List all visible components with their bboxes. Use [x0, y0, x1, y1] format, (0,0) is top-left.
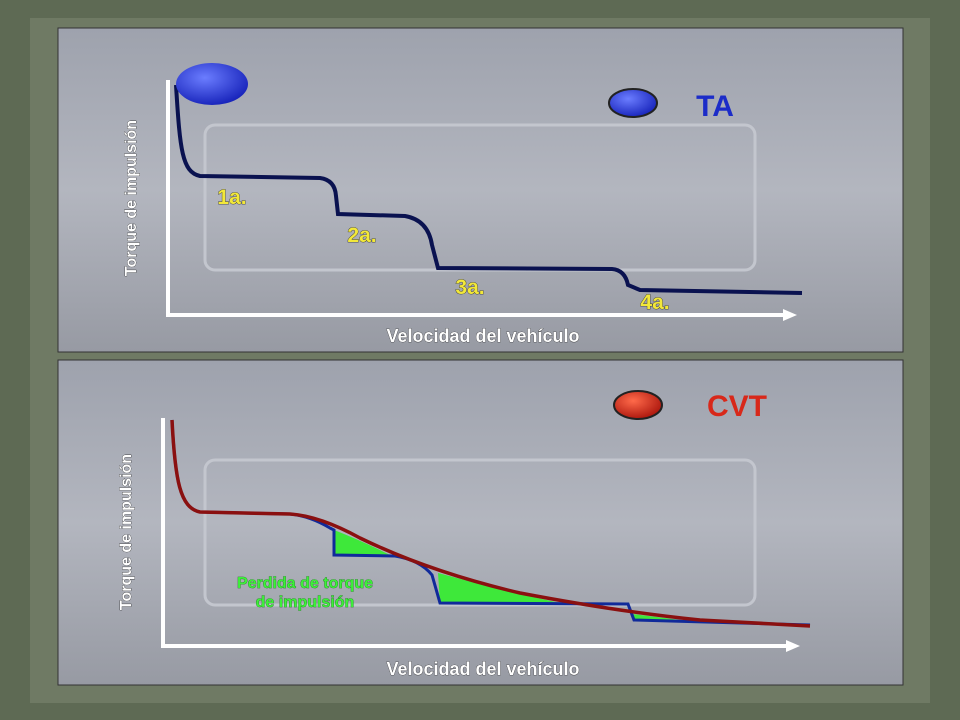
axis-arrow	[786, 640, 800, 652]
cvt-curve	[170, 419, 811, 628]
annotation: de impulsión	[256, 594, 355, 611]
ball	[176, 63, 248, 105]
loss-area	[438, 573, 560, 603]
watermark	[203, 458, 757, 607]
panel	[57, 359, 904, 686]
axis-arrow	[783, 309, 797, 321]
legend-marker	[613, 390, 663, 420]
annotation: Perdida de torque	[237, 575, 373, 592]
gear-label: 4a.	[640, 291, 669, 314]
gear-label: 2a.	[347, 224, 376, 247]
loss-area	[334, 530, 390, 555]
ta-curve	[174, 84, 803, 295]
legend-label: CVT	[707, 390, 767, 423]
gear-label: 1a.	[217, 186, 246, 209]
gear-label: 3a.	[455, 276, 484, 299]
loss-area	[632, 614, 680, 620]
x-axis-label: Velocidad del vehículo	[386, 659, 579, 679]
legend-label: TA	[696, 90, 734, 123]
legend-marker	[608, 88, 658, 118]
x-axis-label: Velocidad del vehículo	[386, 326, 579, 346]
y-axis-label: Torque de impulsión	[118, 454, 135, 610]
y-axis-label: Torque de impulsión	[123, 120, 140, 276]
